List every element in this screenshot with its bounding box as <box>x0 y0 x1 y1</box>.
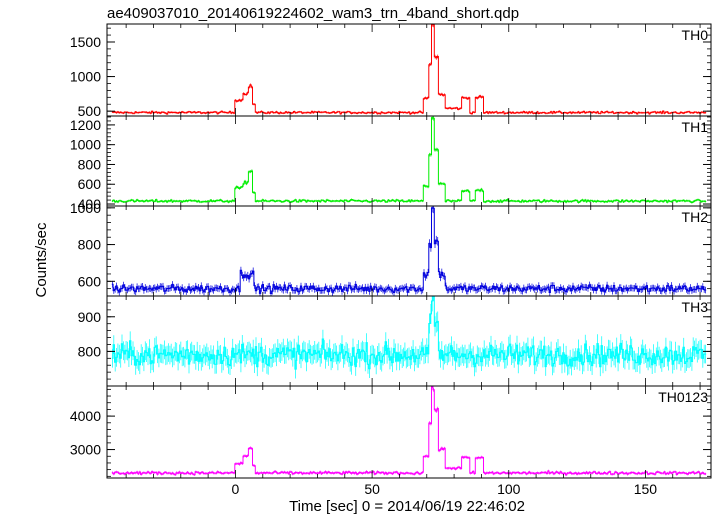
panel-label-th0123: TH0123 <box>658 389 708 405</box>
y-tick-label: 400 <box>78 196 102 212</box>
series-line-th3 <box>111 296 707 370</box>
y-tick-label: 1200 <box>70 117 101 133</box>
panels-group: 500 1000 1500 TH0 400 600 800 1000 1200 TH1 600 800… <box>70 23 712 479</box>
y-tick-label: 600 <box>78 176 102 192</box>
error-bars-th3 <box>112 296 706 379</box>
y-tick-label: 500 <box>78 103 102 119</box>
panel-label-th1: TH1 <box>682 119 709 135</box>
panel-th0: 500 1000 1500 TH0 <box>70 23 712 119</box>
y-tick-label: 900 <box>78 309 102 325</box>
x-tick-label: 50 <box>364 481 380 497</box>
y-tick-label: 800 <box>78 156 102 172</box>
error-bars-th2 <box>112 206 706 296</box>
series-line-th1 <box>111 117 707 203</box>
y-tick-label: 1000 <box>70 137 101 153</box>
y-tick-label: 600 <box>78 273 102 289</box>
panel-label-th2: TH2 <box>682 209 709 225</box>
series-line-th2 <box>111 207 707 294</box>
x-tick-label: 0 <box>232 481 240 497</box>
y-tick-label: 1000 <box>70 200 101 216</box>
error-bars-th1 <box>112 116 706 204</box>
y-tick-label: 800 <box>78 237 102 253</box>
panel-th2: 600 800 1000 TH2 <box>70 200 712 297</box>
y-tick-label: 800 <box>78 343 102 359</box>
series-line-th0123 <box>111 386 707 476</box>
error-bars-th0 <box>112 24 706 115</box>
panel-frame <box>106 115 712 207</box>
panel-th3: 800 900 TH3 <box>78 295 712 387</box>
chart-title: ae409037010_20140619224602_wam3_trn_4ban… <box>107 5 519 22</box>
series-line-th0 <box>111 24 707 115</box>
y-tick-label: 4000 <box>70 408 101 424</box>
y-tick-label: 1000 <box>70 69 101 85</box>
x-tick-label: 150 <box>634 481 658 497</box>
panel-th1: 400 600 800 1000 1200 TH1 <box>70 115 712 212</box>
panel-label-th0: TH0 <box>682 27 709 43</box>
panel-frame <box>106 385 712 479</box>
panel-th0123: 3000 4000 TH0123 <box>70 385 712 479</box>
panel-label-th3: TH3 <box>682 299 709 315</box>
panel-frame <box>106 23 712 117</box>
y-axis-label: Counts/sec <box>33 222 50 298</box>
panel-frame <box>106 205 712 297</box>
x-tick-labels: 0 50 100 150 <box>232 481 658 497</box>
x-axis-label: Time [sec] 0 = 2014/06/19 22:46:02 <box>289 498 525 515</box>
x-tick-label: 100 <box>497 481 521 497</box>
error-bars-th0123 <box>112 386 706 477</box>
y-tick-label: 3000 <box>70 442 101 458</box>
y-tick-label: 1500 <box>70 34 101 50</box>
